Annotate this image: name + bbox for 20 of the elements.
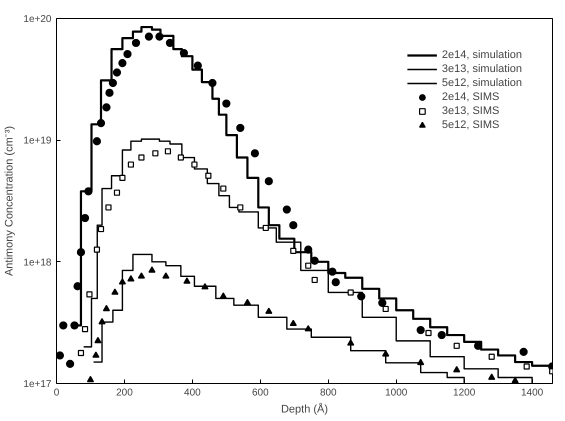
y-tick-label: 1e+18 [23, 257, 52, 268]
x-tick-label: 1400 [520, 388, 544, 398]
y-tick-label: 1e+17 [23, 379, 52, 390]
legend-label: 2e14, simulation [442, 49, 522, 61]
x-tick-label: 0 [54, 388, 60, 398]
x-tick-label: 1200 [453, 388, 476, 398]
x-tick-label: 400 [184, 388, 202, 398]
legend-label: 5e12, SIMS [442, 119, 500, 131]
y-axis-title: Antimony Concentration (cm⁻³) [3, 126, 16, 276]
x-axis-title: Depth (Å) [280, 402, 328, 416]
x-tick-label: 200 [116, 388, 134, 398]
legend-label: 3e13, simulation [442, 63, 522, 75]
legend-label: 5e12, simulation [442, 77, 522, 89]
legend-label: 2e14, SIMS [442, 91, 500, 103]
y-tick-label: 1e+20 [23, 14, 52, 25]
x-tick-label: 1000 [385, 388, 408, 398]
x-tick-label: 600 [252, 388, 270, 398]
x-tick-label: 800 [320, 388, 338, 398]
legend-label: 3e13, SIMS [442, 105, 500, 117]
y-tick-label: 1e+19 [23, 136, 52, 147]
